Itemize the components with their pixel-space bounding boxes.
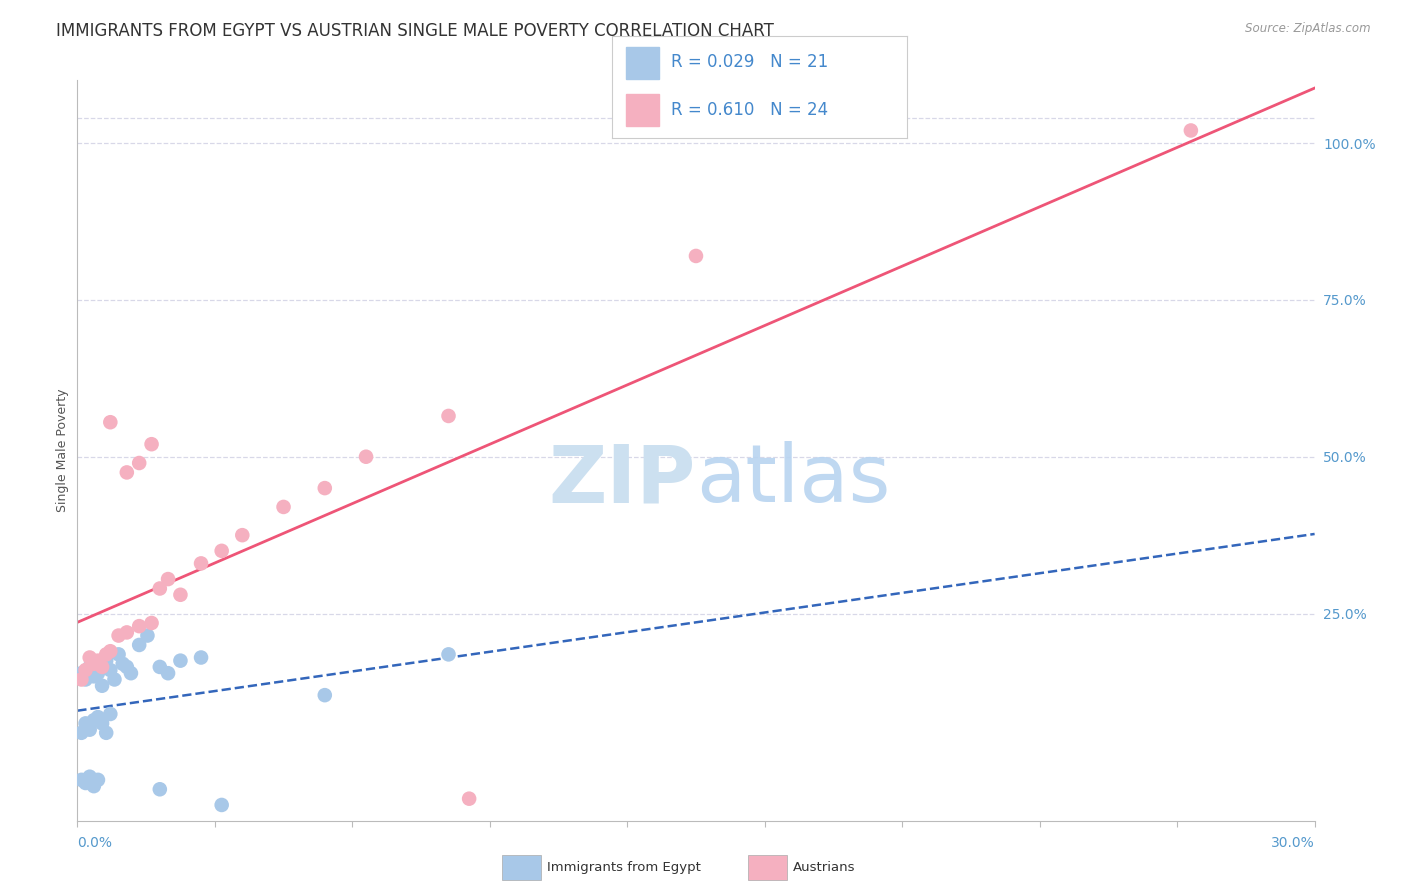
Point <box>75 776 97 790</box>
Bar <box>627 47 659 78</box>
Point <box>91 660 114 674</box>
Point <box>211 797 233 812</box>
Point <box>87 654 110 668</box>
Point <box>231 528 253 542</box>
Point <box>437 409 460 423</box>
Point <box>96 726 118 740</box>
Text: R = 0.610   N = 24: R = 0.610 N = 24 <box>671 101 828 119</box>
Text: ZIP: ZIP <box>548 441 696 519</box>
Point <box>83 779 105 793</box>
Text: Source: ZipAtlas.com: Source: ZipAtlas.com <box>1246 22 1371 36</box>
Point <box>354 450 377 464</box>
Point <box>83 657 105 671</box>
Point <box>79 770 101 784</box>
Text: Austrians: Austrians <box>793 862 855 874</box>
Point <box>211 544 233 558</box>
Point <box>190 557 212 571</box>
Y-axis label: Single Male Poverty: Single Male Poverty <box>56 389 69 512</box>
Text: IMMIGRANTS FROM EGYPT VS AUSTRIAN SINGLE MALE POVERTY CORRELATION CHART: IMMIGRANTS FROM EGYPT VS AUSTRIAN SINGLE… <box>56 22 775 40</box>
Text: 30.0%: 30.0% <box>1271 837 1315 850</box>
Point <box>1180 123 1202 137</box>
Point <box>79 660 101 674</box>
Point <box>96 654 118 668</box>
Point <box>149 582 172 596</box>
Point <box>70 666 93 681</box>
Point <box>149 660 172 674</box>
Point <box>83 669 105 683</box>
Point <box>107 629 129 643</box>
Text: R = 0.029   N = 21: R = 0.029 N = 21 <box>671 54 828 71</box>
Point <box>314 481 336 495</box>
Point <box>128 619 150 633</box>
Point <box>98 644 121 658</box>
Point <box>120 666 142 681</box>
Point <box>98 706 121 721</box>
Point <box>136 629 159 643</box>
Point <box>128 456 150 470</box>
Point <box>141 615 163 630</box>
Point <box>141 437 163 451</box>
Point <box>157 572 180 586</box>
Point <box>70 726 93 740</box>
Point <box>169 654 191 668</box>
Point <box>83 713 105 727</box>
Point <box>75 663 97 677</box>
Point <box>115 625 138 640</box>
Point <box>96 648 118 662</box>
Point <box>169 588 191 602</box>
Point <box>273 500 295 514</box>
Point <box>91 716 114 731</box>
Point <box>75 673 97 687</box>
Point <box>458 791 481 805</box>
Point <box>91 679 114 693</box>
Point <box>79 723 101 737</box>
Point <box>437 648 460 662</box>
Point <box>115 660 138 674</box>
Point <box>103 673 125 687</box>
Point <box>87 710 110 724</box>
Point <box>98 415 121 429</box>
Point <box>115 466 138 480</box>
Point <box>314 688 336 702</box>
Point <box>111 657 134 671</box>
Bar <box>627 95 659 126</box>
Text: 0.0%: 0.0% <box>77 837 112 850</box>
Point <box>149 782 172 797</box>
Point <box>87 772 110 787</box>
Text: atlas: atlas <box>696 441 890 519</box>
Point <box>128 638 150 652</box>
Point <box>70 772 93 787</box>
Text: Immigrants from Egypt: Immigrants from Egypt <box>547 862 700 874</box>
Point <box>70 673 93 687</box>
Point <box>87 666 110 681</box>
Point <box>107 648 129 662</box>
Point <box>98 663 121 677</box>
Point <box>75 716 97 731</box>
Point <box>685 249 707 263</box>
Point <box>190 650 212 665</box>
Point <box>79 650 101 665</box>
Point <box>157 666 180 681</box>
